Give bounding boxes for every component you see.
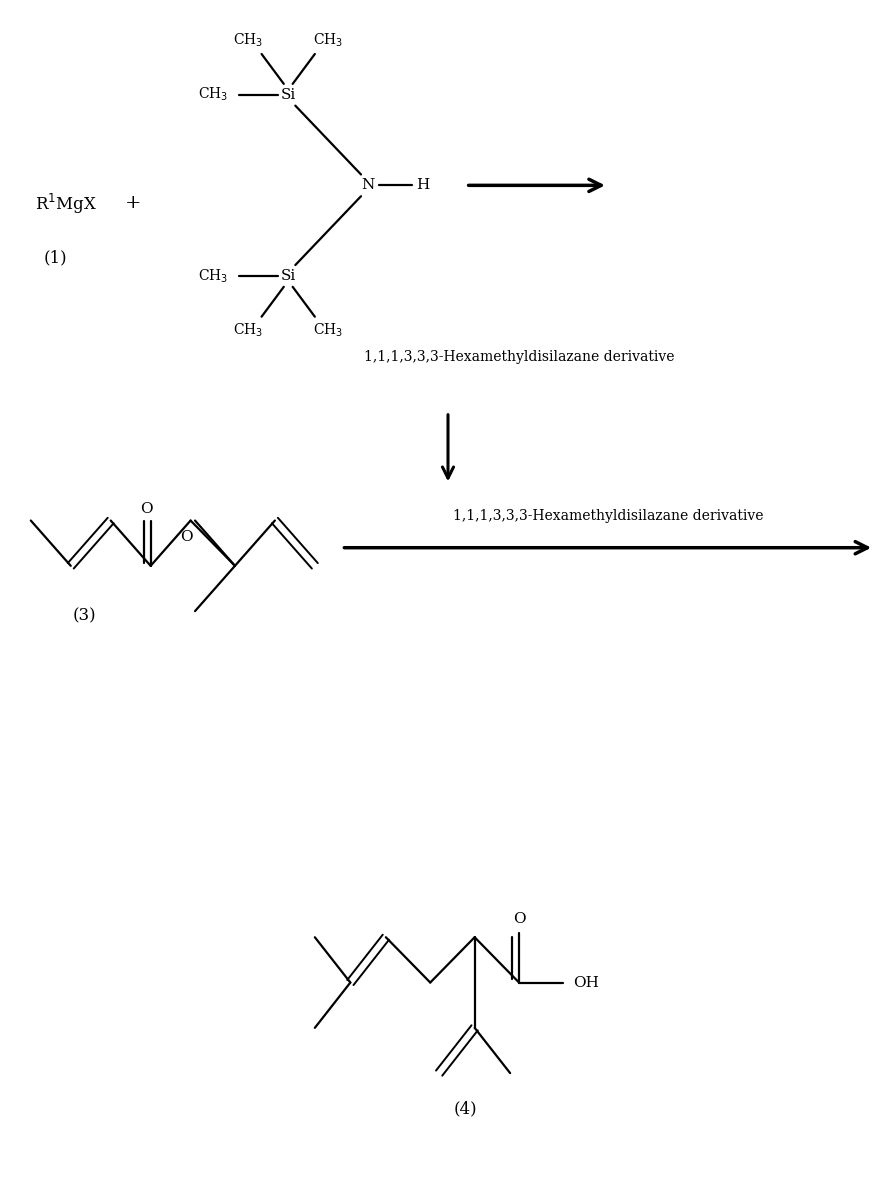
Text: OH: OH xyxy=(573,976,599,989)
Text: O: O xyxy=(140,502,152,516)
Text: (4): (4) xyxy=(454,1101,478,1118)
Text: H: H xyxy=(417,178,430,192)
Text: CH$_3$: CH$_3$ xyxy=(198,267,228,285)
Text: (1): (1) xyxy=(44,249,68,267)
Text: CH$_3$: CH$_3$ xyxy=(233,32,263,49)
Text: +: + xyxy=(125,195,142,212)
Text: O: O xyxy=(513,912,525,926)
Text: CH$_3$: CH$_3$ xyxy=(233,321,263,339)
Text: Si: Si xyxy=(280,88,296,102)
Text: O: O xyxy=(180,530,193,544)
Text: (3): (3) xyxy=(73,607,96,624)
Text: N: N xyxy=(361,178,375,192)
Text: 1,1,1,3,3,3-Hexamethyldisilazane derivative: 1,1,1,3,3,3-Hexamethyldisilazane derivat… xyxy=(364,351,675,364)
Text: CH$_3$: CH$_3$ xyxy=(198,87,228,103)
Text: Si: Si xyxy=(280,269,296,283)
Text: CH$_3$: CH$_3$ xyxy=(313,321,343,339)
Text: 1,1,1,3,3,3-Hexamethyldisilazane derivative: 1,1,1,3,3,3-Hexamethyldisilazane derivat… xyxy=(452,509,763,523)
Text: CH$_3$: CH$_3$ xyxy=(313,32,343,49)
Text: R$^1$MgX: R$^1$MgX xyxy=(35,191,98,216)
